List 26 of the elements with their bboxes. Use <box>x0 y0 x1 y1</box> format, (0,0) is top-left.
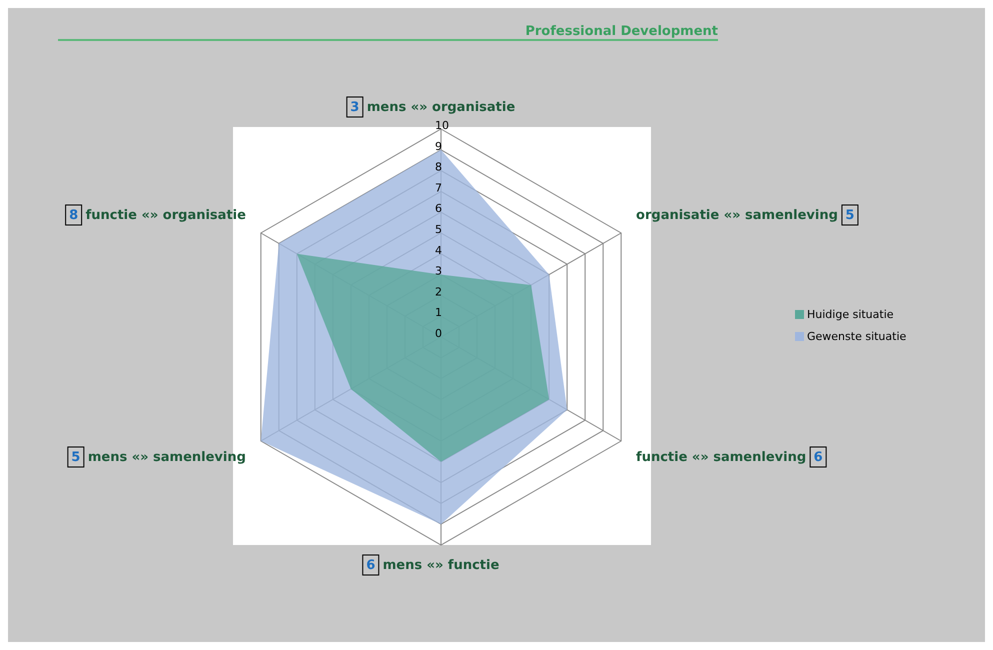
y-tick-label: 7 <box>435 181 442 194</box>
y-tick-label: 3 <box>435 264 442 278</box>
legend-label: Huidige situatie <box>806 308 895 321</box>
text: 5 <box>71 450 80 465</box>
y-tick-label: 8 <box>435 160 442 174</box>
text: 6 <box>366 558 376 573</box>
chart-title: Professional Development <box>58 24 718 41</box>
y-tick-label: 5 <box>435 223 442 236</box>
spoke-label: mens «» functie <box>382 558 500 573</box>
y-tick-label: 10 <box>435 119 449 132</box>
spoke-label: functie «» organisatie <box>86 208 246 223</box>
legend-label: Gewenste situatie <box>806 330 906 343</box>
y-tick-label: 2 <box>435 285 442 298</box>
y-tick-label: 9 <box>435 140 442 153</box>
spoke-label: functie «» samenleving <box>636 450 806 465</box>
text: 5 <box>845 208 854 223</box>
spoke-label: mens «» organisatie <box>366 100 516 115</box>
spoke-label: mens «» samenleving <box>88 450 246 465</box>
y-tick-label: 4 <box>435 244 442 257</box>
text: 8 <box>69 208 78 223</box>
text: 6 <box>814 450 823 465</box>
y-tick-label: 1 <box>435 306 442 320</box>
y-tick-label: 6 <box>435 202 442 216</box>
y-tick-label: 0 <box>435 327 442 340</box>
text: 3 <box>350 100 360 115</box>
spoke-label: organisatie «» samenleving <box>636 208 838 223</box>
